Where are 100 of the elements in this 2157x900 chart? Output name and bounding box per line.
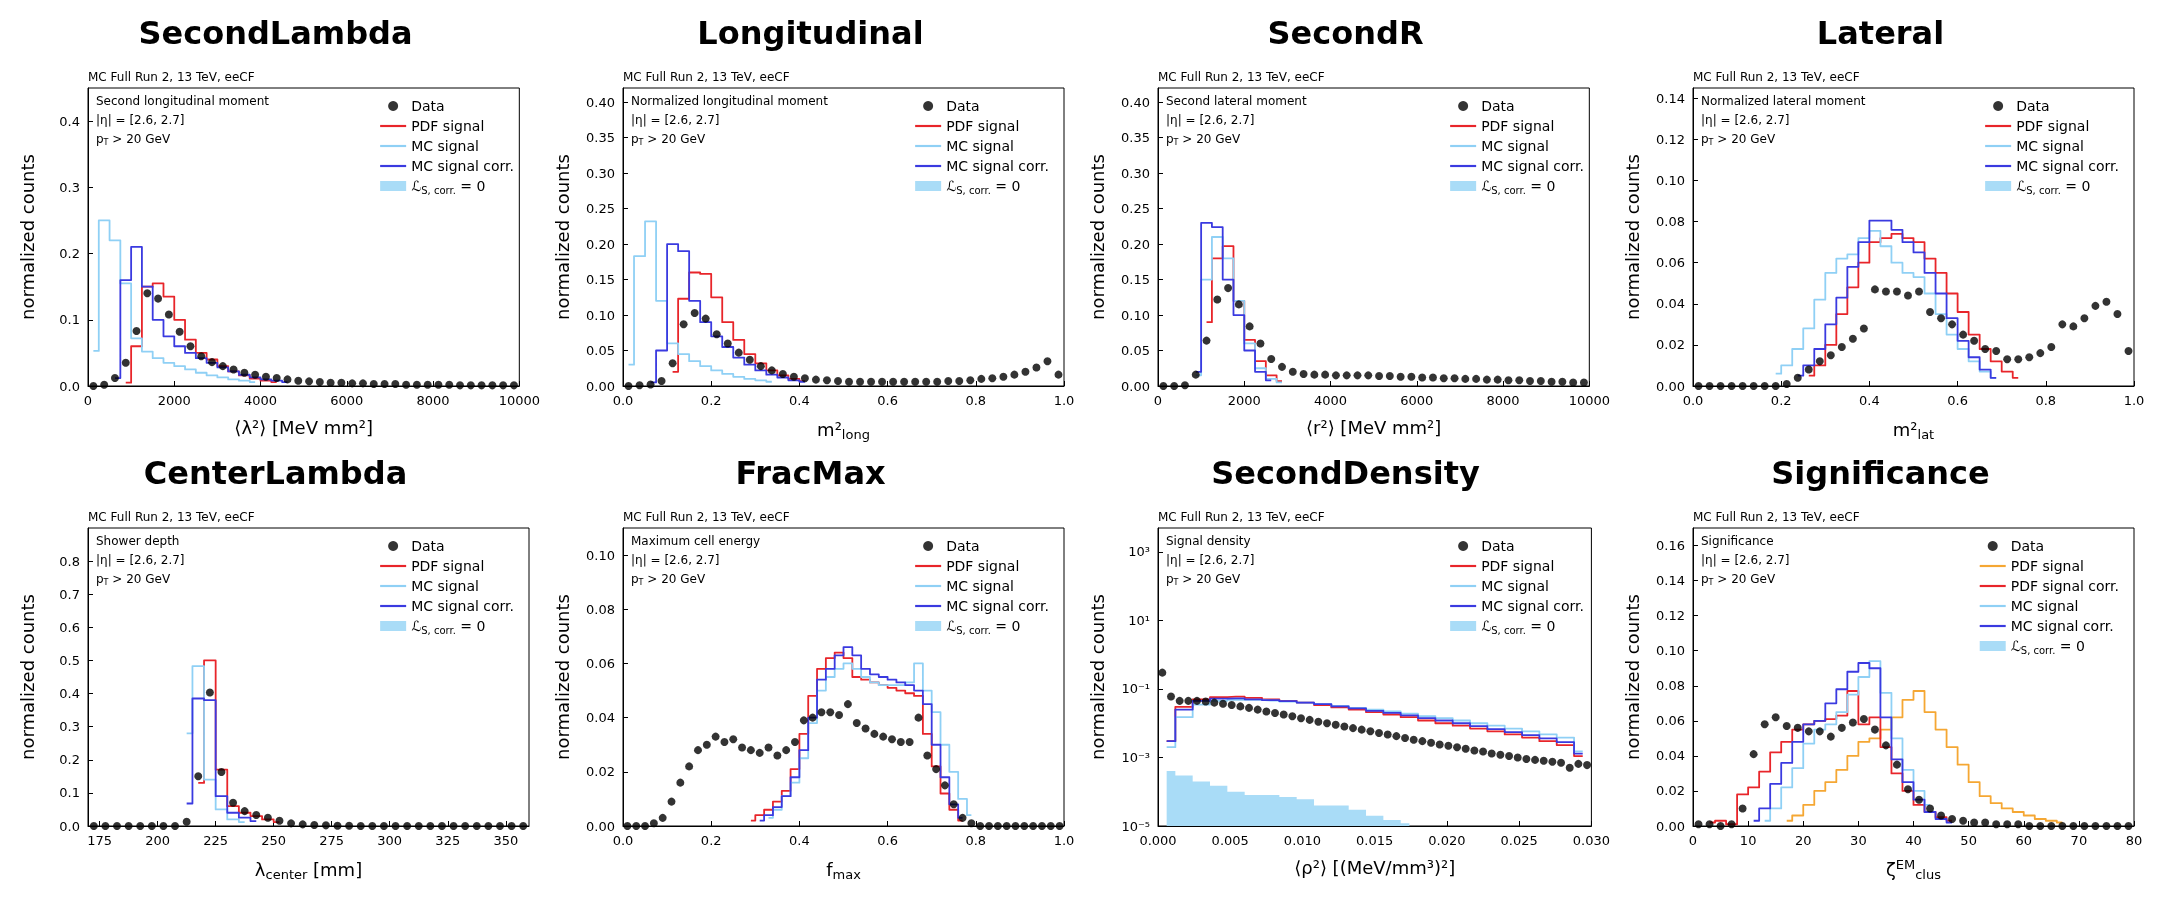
point	[287, 819, 296, 828]
y-tick-label: 0.04	[1656, 748, 1685, 764]
point	[1479, 747, 1488, 756]
y-tick-label: 0.08	[1656, 678, 1685, 694]
point	[746, 746, 755, 755]
point	[690, 308, 699, 317]
x-tick-label: 2000	[1227, 393, 1261, 408]
point	[1234, 300, 1243, 309]
y-tick-label: 0.02	[1656, 783, 1685, 799]
x-tick-label: 50	[1960, 833, 1977, 848]
point	[1771, 713, 1780, 722]
x-tick-label: 0.030	[1572, 833, 1610, 848]
y-tick-label: 0.10	[1656, 643, 1685, 659]
point	[1870, 725, 1879, 734]
text: MC Full Run 2, 13 TeV, eeCF	[1158, 70, 1325, 84]
x-tick-label: 0.000	[1139, 833, 1177, 848]
y-tick-label: 0.12	[1656, 131, 1685, 147]
y-tick-label: 0.0	[59, 378, 80, 394]
x-tick-label: 0.4	[789, 833, 810, 848]
point	[896, 738, 905, 747]
y-tick-label: 0.15	[586, 272, 615, 288]
point	[1804, 727, 1813, 736]
point	[1439, 374, 1448, 383]
point	[423, 380, 432, 389]
x-tick-label: 0.2	[700, 833, 722, 848]
point	[124, 822, 133, 830]
point	[507, 822, 516, 830]
y-tick-label: 0.02	[1656, 337, 1685, 353]
point	[1342, 371, 1351, 380]
point	[911, 377, 920, 386]
point	[2069, 822, 2078, 830]
point	[734, 348, 743, 357]
point	[1716, 382, 1725, 390]
point	[808, 713, 817, 722]
x-tick-label: 0.025	[1500, 833, 1538, 848]
point	[1992, 347, 2001, 356]
point	[1904, 785, 1912, 794]
point	[1224, 284, 1233, 293]
x-tick-label: 2000	[157, 393, 191, 408]
legend-label: PDF signal	[2016, 118, 2090, 134]
point	[472, 822, 481, 830]
y-tick-label: 0.40	[586, 94, 615, 110]
x-tick-label: 1.0	[1053, 393, 1075, 408]
point	[252, 811, 261, 820]
point	[834, 377, 842, 386]
point	[879, 732, 888, 741]
point	[1193, 696, 1202, 705]
point	[337, 378, 346, 387]
x-tick-label: 0.8	[2035, 393, 2057, 408]
legend-label: MC signal corr.	[946, 598, 1050, 614]
point	[208, 358, 217, 367]
point	[967, 819, 976, 828]
point	[1409, 735, 1418, 744]
point	[2102, 822, 2111, 830]
annotation: Maximum cell energy	[631, 534, 761, 548]
point	[1046, 822, 1055, 830]
point	[1727, 382, 1736, 390]
point	[1881, 741, 1890, 750]
x-tick-label: 350	[493, 833, 519, 848]
point	[667, 797, 676, 806]
point	[1738, 382, 1747, 390]
x-tick-label: 0.6	[877, 833, 898, 848]
point	[2025, 353, 2034, 362]
point	[1881, 287, 1890, 296]
point	[143, 289, 152, 298]
text: MC Full Run 2, 13 TeV, eeCF	[88, 70, 255, 84]
point	[2036, 822, 2045, 830]
y-tick-label: 0.20	[1121, 236, 1150, 252]
point	[89, 382, 98, 390]
point	[229, 365, 238, 374]
point	[676, 778, 685, 787]
legend-label: MC signal	[2010, 598, 2079, 614]
point	[1981, 818, 1990, 827]
point	[194, 772, 203, 781]
y-tick-label: 0.16	[1656, 538, 1685, 554]
point	[1331, 720, 1340, 729]
point	[240, 807, 249, 816]
point	[1054, 370, 1063, 379]
point	[1011, 822, 1020, 830]
point	[1340, 722, 1349, 731]
x-tick-label: 0.8	[965, 393, 987, 408]
annotation: |η| = [2.6, 2.7]	[96, 113, 185, 127]
point	[1201, 697, 1210, 706]
y-tick-label: 10¹	[1128, 612, 1150, 628]
point	[445, 380, 454, 389]
point	[1569, 378, 1578, 387]
legend-label: Data	[411, 538, 445, 554]
point	[1323, 719, 1332, 728]
chart-title: CenterLambda	[143, 454, 408, 492]
point	[164, 310, 173, 319]
y-tick-label: 10³	[1128, 544, 1150, 560]
point	[679, 320, 688, 329]
point	[2047, 342, 2056, 351]
point	[477, 381, 486, 390]
legend-label: MC signal corr.	[1481, 158, 1585, 174]
point	[1170, 382, 1179, 390]
point	[1213, 295, 1222, 304]
x-tick-label: 0.0	[1682, 393, 1704, 408]
y-tick-label: 0.2	[59, 246, 80, 262]
point	[1428, 373, 1437, 382]
